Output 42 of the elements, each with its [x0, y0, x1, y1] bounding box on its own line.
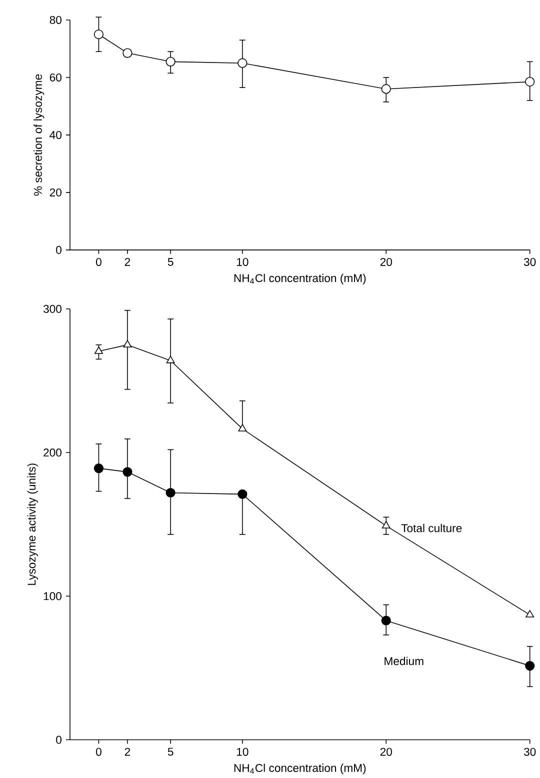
- point: [94, 464, 104, 474]
- y-tick-label: 60: [50, 73, 62, 82]
- point: [382, 520, 390, 528]
- y-tick-label: 100: [44, 592, 62, 600]
- x-axis-title: NH$_{4}$Cl concentration (mM): [234, 274, 366, 284]
- x-tick-label: 5: [168, 258, 174, 266]
- point: [166, 488, 176, 498]
- point: [94, 346, 103, 354]
- text: Medium: [384, 656, 424, 666]
- y-axis-title: Lysozyme activity (units): [27, 464, 38, 585]
- x-tick-label: 5: [168, 748, 174, 756]
- y-tick-label: 200: [44, 448, 62, 457]
- point: [123, 340, 132, 348]
- x-tick-label: 0: [96, 748, 102, 756]
- point: [94, 30, 104, 40]
- point: [238, 58, 248, 68]
- x-tick-label: 10: [237, 258, 248, 266]
- y-tick-label: 40: [50, 130, 62, 139]
- point: [122, 467, 132, 477]
- x-tick-label: 20: [380, 258, 392, 266]
- point: [166, 356, 175, 364]
- y-tick-label: 80: [50, 16, 62, 24]
- x-tick-label: 30: [524, 258, 536, 266]
- point: [122, 48, 132, 58]
- y-tick-label: 0: [56, 246, 62, 254]
- x-tick-label: 2: [124, 748, 130, 756]
- point: [381, 84, 391, 94]
- point: [166, 56, 176, 66]
- x-tick-label: 2: [124, 258, 130, 266]
- y-axis-title: % secretion of lysozyme: [34, 74, 44, 196]
- point: [381, 616, 391, 626]
- x-tick-label: 0: [96, 258, 102, 266]
- x-tick-label: 30: [524, 748, 536, 756]
- x-tick-label: 20: [380, 748, 392, 756]
- series-label: Total culture: [401, 524, 462, 532]
- y-tick-label: 300: [44, 304, 62, 313]
- x-axis-title: NH$_{4}$Cl concentration (mM): [234, 764, 366, 774]
- x-tick-label: 10: [237, 748, 248, 756]
- point: [238, 489, 248, 499]
- y-tick-label: 20: [50, 188, 62, 196]
- point: [238, 424, 247, 432]
- y-tick-label: 0: [56, 736, 62, 744]
